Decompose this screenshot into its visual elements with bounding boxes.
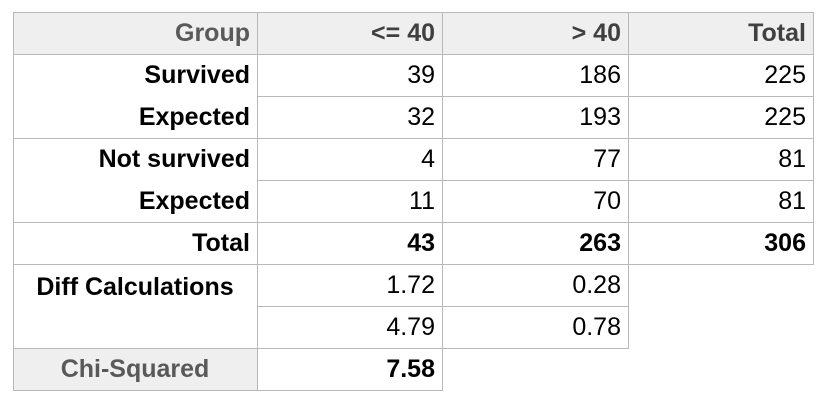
header-col-gt40: > 40 <box>442 12 629 55</box>
cell-not-survived-le40: 4 <box>257 138 443 181</box>
table-row: Survived 39 186 225 <box>13 54 814 97</box>
cell-expected2-le40: 11 <box>257 180 443 223</box>
contingency-table-sheet: Group <= 40 > 40 Total Survived 39 186 2… <box>13 12 814 391</box>
header-row: Group <= 40 > 40 Total <box>13 12 814 55</box>
cell-diff2-le40: 4.79 <box>257 306 443 349</box>
row-label-expected: Expected <box>13 180 258 223</box>
table-row: Expected 11 70 81 <box>13 180 814 223</box>
cell-not-survived-total: 81 <box>628 138 814 181</box>
cell-total-gt40: 263 <box>442 222 629 265</box>
header-total: Total <box>628 12 814 55</box>
cell-chi-squared-value: 7.58 <box>257 348 443 391</box>
table-row: Not survived 4 77 81 <box>13 138 814 181</box>
row-label-not-survived: Not survived <box>13 138 258 181</box>
row-label-diff-calculations: Diff Calculations <box>13 264 258 349</box>
cell-expected-le40: 32 <box>257 96 443 139</box>
table-row: Expected 32 193 225 <box>13 96 814 139</box>
cell-expected2-gt40: 70 <box>442 180 629 223</box>
row-label-total: Total <box>13 222 258 265</box>
table-row: Total 43 263 306 <box>13 222 814 265</box>
header-group: Group <box>13 12 258 55</box>
cell-survived-le40: 39 <box>257 54 443 97</box>
cell-diff1-le40: 1.72 <box>257 264 443 307</box>
cell-survived-gt40: 186 <box>442 54 629 97</box>
cell-expected-total: 225 <box>628 96 814 139</box>
cell-expected2-total: 81 <box>628 180 814 223</box>
table-row: Chi-Squared 7.58 <box>13 348 814 391</box>
cell-total-total: 306 <box>628 222 814 265</box>
row-label-chi-squared: Chi-Squared <box>13 348 258 391</box>
row-label-expected: Expected <box>13 96 258 139</box>
cell-diff1-gt40: 0.28 <box>442 264 629 307</box>
row-label-survived: Survived <box>13 54 258 97</box>
cell-diff2-gt40: 0.78 <box>442 306 629 349</box>
cell-total-le40: 43 <box>257 222 443 265</box>
contingency-table: Group <= 40 > 40 Total Survived 39 186 2… <box>13 12 814 391</box>
table-row: Diff Calculations 1.72 0.28 <box>13 264 814 349</box>
cell-not-survived-gt40: 77 <box>442 138 629 181</box>
table-row: 4.79 0.78 <box>14 306 814 349</box>
cell-expected-gt40: 193 <box>442 96 629 139</box>
cell-survived-total: 225 <box>628 54 814 97</box>
header-col-le40: <= 40 <box>257 12 443 55</box>
